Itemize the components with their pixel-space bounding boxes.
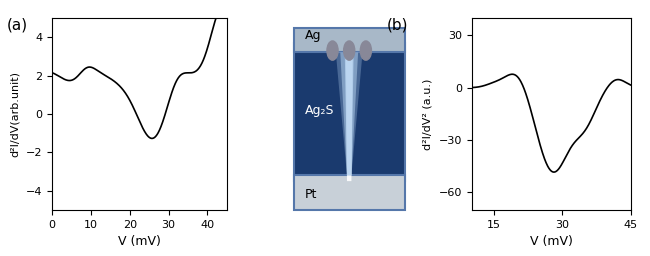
Circle shape (360, 41, 371, 60)
X-axis label: V (mV): V (mV) (530, 235, 573, 248)
Bar (294, 175, 405, 210)
Y-axis label: d²I/dV(arb.unit): d²I/dV(arb.unit) (10, 71, 20, 157)
Circle shape (344, 41, 355, 60)
Text: (a): (a) (6, 18, 27, 33)
Polygon shape (341, 52, 358, 175)
Polygon shape (346, 52, 352, 181)
Polygon shape (336, 52, 363, 175)
Text: Ag₂S: Ag₂S (305, 104, 334, 116)
Bar (294, 27, 405, 52)
Text: (b): (b) (387, 18, 408, 33)
Bar (294, 43, 405, 181)
Text: Pt: Pt (305, 188, 317, 201)
Text: Ag: Ag (305, 29, 321, 42)
Y-axis label: d²I/dV² (a.u.): d²I/dV² (a.u.) (423, 78, 433, 150)
Polygon shape (344, 52, 354, 175)
Circle shape (327, 41, 338, 60)
X-axis label: V (mV): V (mV) (118, 235, 161, 248)
